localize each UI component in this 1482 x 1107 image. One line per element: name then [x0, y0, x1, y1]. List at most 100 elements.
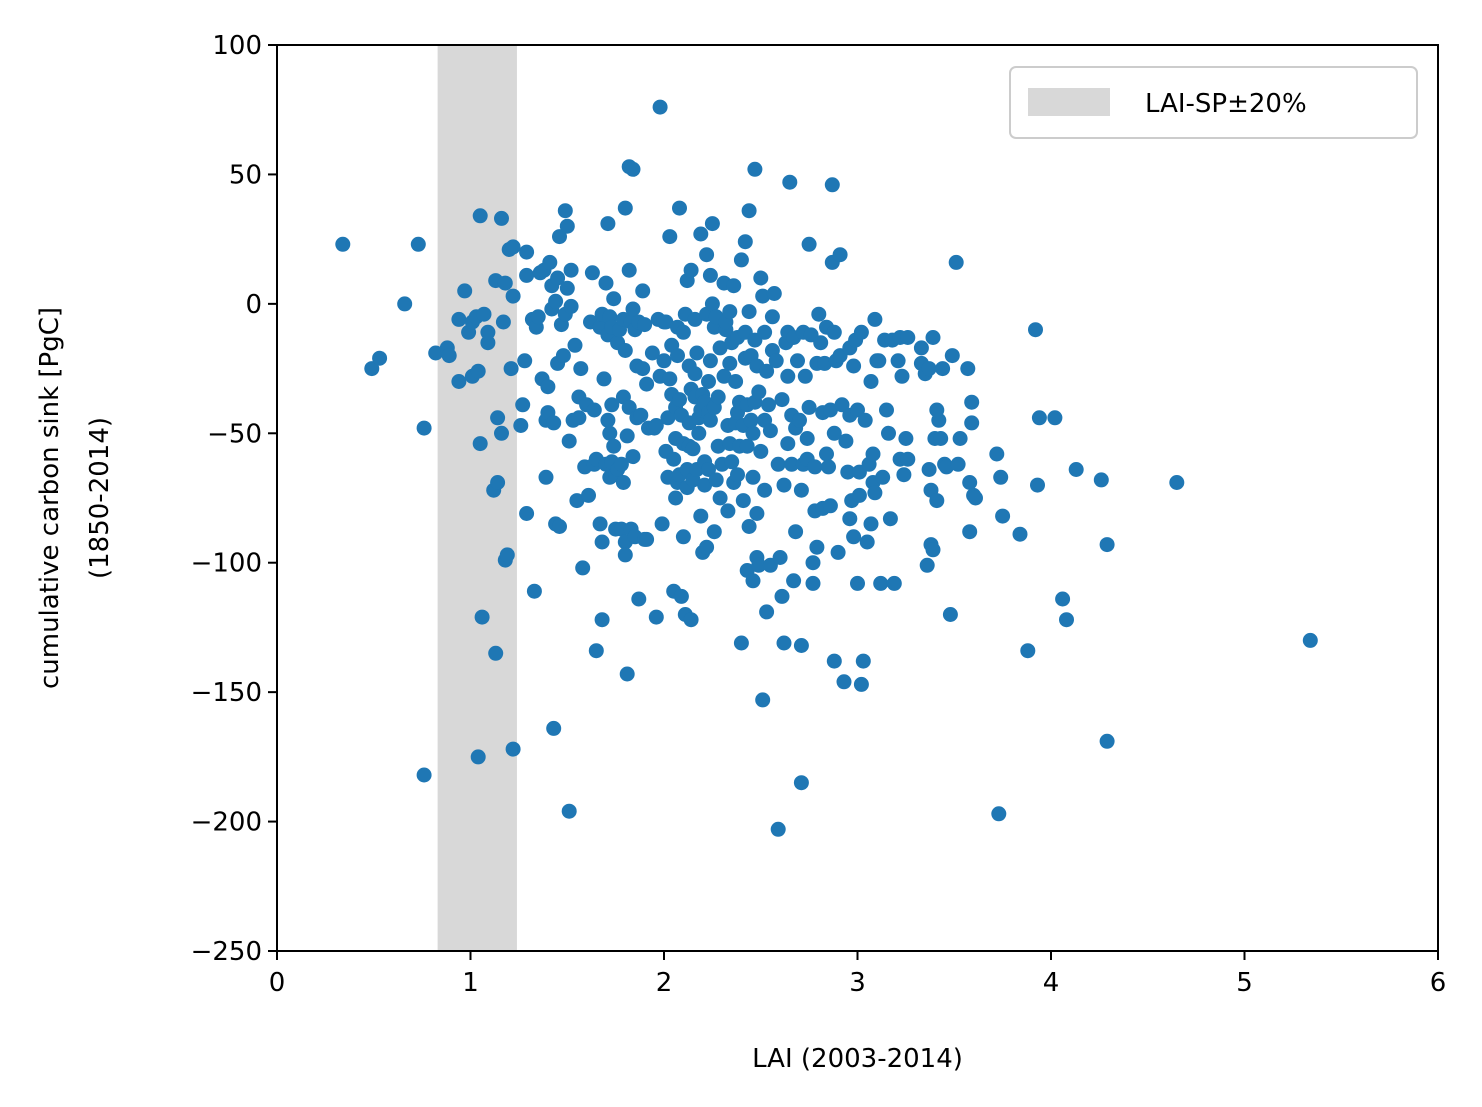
data-point: [488, 645, 504, 661]
data-point: [538, 469, 554, 485]
data-point: [472, 208, 488, 224]
data-point: [687, 366, 703, 382]
y-tick-label: −250: [191, 937, 262, 967]
legend-swatch: [1028, 88, 1110, 116]
data-point: [693, 226, 709, 242]
data-point: [925, 542, 941, 558]
data-point: [867, 311, 883, 327]
data-point: [851, 487, 867, 503]
data-point: [964, 394, 980, 410]
data-point: [596, 371, 612, 387]
data-point: [801, 399, 817, 415]
legend-box: [1009, 66, 1418, 139]
data-point: [497, 275, 513, 291]
data-point: [633, 407, 649, 423]
data-point: [619, 666, 635, 682]
data-point: [766, 286, 782, 301]
data-point: [770, 456, 786, 472]
y-tick-label: −100: [191, 549, 262, 579]
data-point: [770, 821, 786, 837]
data-point: [737, 234, 753, 250]
data-point: [805, 555, 821, 571]
data-point: [505, 741, 521, 757]
data-point: [853, 676, 869, 692]
data-point: [513, 418, 529, 433]
data-point: [710, 438, 726, 454]
data-point: [687, 311, 703, 327]
data-point: [617, 200, 633, 216]
data-point: [474, 609, 490, 625]
data-point: [588, 643, 604, 659]
data-point: [490, 410, 506, 426]
y-tick-label: −50: [207, 419, 262, 449]
data-point: [712, 490, 728, 506]
data-point: [855, 653, 871, 669]
data-point: [563, 298, 579, 314]
data-point: [807, 459, 823, 475]
x-axis-label: LAI (2003-2014): [752, 1044, 963, 1074]
data-point: [697, 477, 713, 493]
data-point: [863, 374, 879, 389]
data-point: [706, 524, 722, 540]
data-point: [699, 539, 715, 555]
data-point: [470, 749, 486, 765]
y-tick-label: 100: [212, 31, 262, 61]
x-tick-label: 1: [462, 968, 479, 998]
data-point: [563, 262, 579, 278]
data-point: [921, 462, 937, 477]
data-point: [701, 374, 716, 389]
data-point: [1047, 410, 1063, 426]
data-point: [490, 475, 506, 490]
data-point: [604, 397, 620, 413]
data-point: [716, 368, 732, 384]
data-point: [625, 449, 641, 465]
data-point: [505, 288, 521, 304]
data-point: [542, 254, 558, 270]
data-point: [704, 296, 720, 312]
data-point: [786, 573, 802, 589]
data-point: [726, 278, 742, 294]
data-point: [691, 425, 707, 441]
data-point: [335, 236, 351, 252]
data-point: [546, 720, 562, 736]
data-point: [1028, 322, 1043, 338]
data-point: [683, 262, 699, 278]
data-point: [755, 692, 771, 708]
data-points-layer: [335, 99, 1318, 837]
data-point: [944, 348, 960, 364]
data-point: [743, 412, 759, 428]
data-point: [793, 775, 809, 791]
data-point: [793, 638, 809, 653]
data-point: [689, 345, 705, 361]
data-point: [722, 304, 738, 320]
data-point: [836, 674, 852, 690]
data-point: [942, 607, 958, 622]
data-point: [821, 459, 836, 475]
y-tick-label: −150: [191, 678, 262, 708]
data-point: [768, 353, 784, 369]
data-point: [617, 547, 633, 563]
data-point: [639, 376, 655, 392]
data-point: [788, 524, 804, 540]
data-point: [1068, 462, 1084, 477]
data-point: [898, 431, 914, 446]
data-point: [1169, 475, 1185, 490]
data-point: [782, 174, 798, 190]
data-point: [660, 410, 676, 426]
data-point: [871, 353, 887, 369]
data-point: [1020, 643, 1036, 659]
data-point: [867, 485, 883, 501]
data-point: [950, 456, 966, 472]
data-point: [494, 425, 509, 441]
data-point: [900, 330, 916, 345]
data-point: [989, 446, 1005, 462]
data-point: [1055, 591, 1071, 607]
data-point: [683, 612, 699, 628]
data-point: [428, 345, 444, 361]
data-point: [735, 493, 751, 509]
data-point: [704, 216, 720, 232]
data-point: [621, 262, 637, 278]
data-point: [702, 267, 718, 283]
data-point: [557, 203, 573, 219]
data-point: [755, 288, 771, 304]
